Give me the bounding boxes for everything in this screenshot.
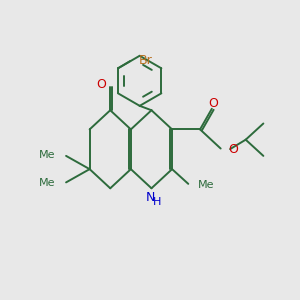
Text: Me: Me [38, 178, 55, 188]
Text: N: N [146, 191, 156, 204]
Text: O: O [228, 143, 238, 157]
Text: O: O [97, 78, 106, 91]
Text: H: H [153, 197, 161, 207]
Text: Me: Me [38, 150, 55, 160]
Text: Me: Me [198, 180, 214, 190]
Text: Br: Br [139, 54, 152, 67]
Text: O: O [208, 97, 218, 110]
